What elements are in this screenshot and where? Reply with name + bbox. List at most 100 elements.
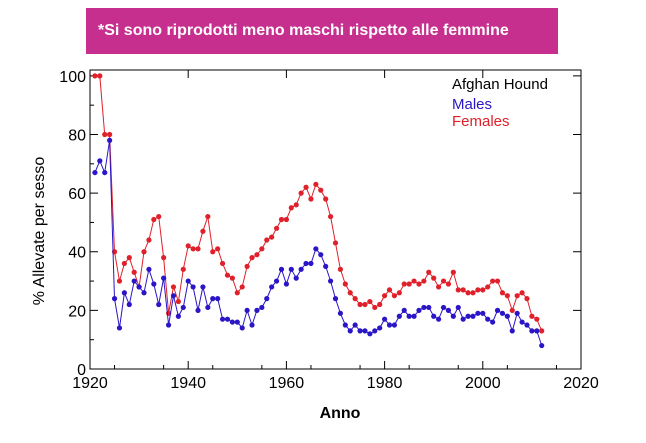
males-point xyxy=(323,263,329,270)
females-point xyxy=(342,281,348,287)
males-point xyxy=(200,284,206,290)
females-point xyxy=(426,269,432,275)
males-point xyxy=(460,316,466,322)
males-point xyxy=(490,319,496,325)
females-point xyxy=(313,181,319,187)
males-point xyxy=(539,342,545,349)
females-point xyxy=(460,287,466,293)
males-point xyxy=(269,284,275,290)
females-point xyxy=(401,281,407,287)
males-point xyxy=(239,325,245,331)
females-point xyxy=(431,275,437,281)
females-point xyxy=(97,73,103,79)
females-point xyxy=(347,290,353,296)
males-point xyxy=(190,284,196,290)
females-point xyxy=(288,205,294,211)
males-point xyxy=(504,313,510,319)
males-point xyxy=(421,304,427,311)
females-point xyxy=(490,278,496,284)
females-point xyxy=(308,196,314,202)
legend-males: Males xyxy=(452,96,492,113)
males-point xyxy=(352,322,358,328)
males-point xyxy=(293,275,299,281)
females-point xyxy=(534,316,540,322)
males-point xyxy=(534,328,540,334)
females-point xyxy=(116,278,123,284)
females-point xyxy=(195,246,201,252)
males-point xyxy=(195,307,201,313)
x-tick-label: 1980 xyxy=(367,375,403,392)
females-point xyxy=(529,313,535,319)
females-point xyxy=(416,281,422,287)
y-tick-label: 80 xyxy=(68,127,86,144)
y-tick-label: 100 xyxy=(59,69,86,86)
females-point xyxy=(278,216,285,223)
males-point xyxy=(205,304,211,311)
females-point xyxy=(445,281,452,287)
males-point xyxy=(416,307,422,313)
females-point xyxy=(465,290,471,296)
males-point xyxy=(411,313,417,319)
females-point xyxy=(382,293,388,299)
females-point xyxy=(436,284,442,290)
y-tick-label: 40 xyxy=(68,245,86,262)
x-tick-label: 2020 xyxy=(563,375,599,392)
y-tick-label: 0 xyxy=(77,362,86,379)
females-point xyxy=(298,190,304,196)
males-point xyxy=(219,316,226,322)
females-point xyxy=(175,298,181,305)
females-point xyxy=(357,301,363,308)
males-point xyxy=(303,260,309,267)
females-point xyxy=(264,237,270,243)
males-point xyxy=(470,313,476,319)
males-point xyxy=(288,266,294,272)
y-tick-label: 20 xyxy=(68,303,86,320)
males-point xyxy=(391,322,398,328)
males-point xyxy=(357,328,363,334)
males-point xyxy=(229,319,235,325)
males-point xyxy=(406,313,412,319)
females-point xyxy=(190,246,196,252)
females-point xyxy=(156,213,162,220)
females-point xyxy=(269,234,275,240)
females-point xyxy=(102,131,108,138)
females-point xyxy=(509,307,515,313)
males-point xyxy=(92,169,98,176)
females-point xyxy=(229,275,235,281)
females-point xyxy=(352,296,358,302)
females-point xyxy=(494,278,501,284)
males-point xyxy=(337,310,344,316)
males-point xyxy=(367,331,373,337)
females-point xyxy=(450,269,456,275)
males-point xyxy=(396,313,402,319)
males-point xyxy=(332,296,339,302)
females-point xyxy=(146,237,152,243)
males-point xyxy=(455,304,461,311)
females-point xyxy=(151,216,157,223)
females-point xyxy=(200,228,206,234)
females-point xyxy=(386,287,393,293)
males-point xyxy=(524,322,530,328)
females-point xyxy=(524,296,530,302)
x-axis-label: Anno xyxy=(319,405,361,422)
males-point xyxy=(170,293,177,299)
females-point xyxy=(455,287,461,293)
females-point xyxy=(499,290,506,296)
males-point xyxy=(465,313,471,319)
males-point xyxy=(308,260,314,267)
banner-text: *Si sono riprodotti meno maschi rispetto… xyxy=(98,22,509,39)
males-point xyxy=(298,266,304,272)
males-point xyxy=(485,316,491,322)
x-tick-label: 2000 xyxy=(465,375,501,392)
males-point xyxy=(102,169,108,176)
females-point xyxy=(519,290,525,296)
females-point xyxy=(185,243,191,249)
x-tick-label: 1940 xyxy=(170,375,206,392)
females-point xyxy=(107,131,113,138)
males-point xyxy=(440,304,447,311)
males-point xyxy=(480,310,486,316)
females-point xyxy=(239,284,245,290)
females-point xyxy=(332,240,339,246)
males-point xyxy=(499,310,506,316)
